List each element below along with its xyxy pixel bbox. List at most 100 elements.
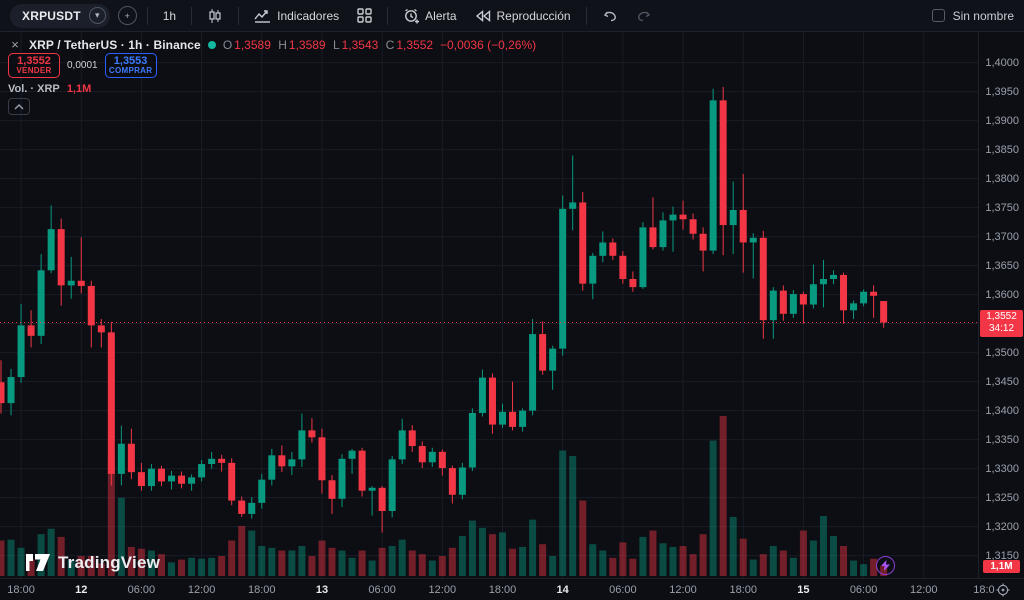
- indicators-button[interactable]: Indicadores: [249, 3, 344, 29]
- candle: [669, 214, 677, 221]
- candle: [157, 468, 165, 482]
- candle: [168, 475, 176, 482]
- save-layout-checkbox[interactable]: [931, 9, 945, 22]
- candle: [67, 280, 75, 286]
- candle: [499, 411, 506, 425]
- candle: [699, 233, 707, 251]
- price-axis-label: 1,3350: [985, 433, 1019, 446]
- alert-button[interactable]: Alerta: [398, 3, 461, 29]
- volume-bar: [348, 557, 356, 576]
- collapse-legend-button[interactable]: [8, 98, 30, 115]
- legend-symbol-title[interactable]: XRP / TetherUS · 1h · Binance: [29, 37, 201, 52]
- price-axis-label: 1,3900: [985, 114, 1019, 127]
- price-axis-label: 1,3800: [985, 172, 1019, 185]
- candle: [127, 443, 135, 473]
- volume-bar: [789, 557, 797, 576]
- candlestick-chart[interactable]: [0, 32, 978, 578]
- candle: [97, 325, 105, 333]
- candle: [488, 377, 496, 425]
- volume-bar: [599, 550, 607, 576]
- quick-trade-lightning-icon[interactable]: [876, 556, 895, 575]
- undo-button[interactable]: [597, 3, 623, 29]
- volume-bar: [519, 546, 527, 576]
- volume-bar: [318, 540, 326, 576]
- volume-bar: [478, 527, 486, 576]
- candle: [509, 411, 517, 427]
- volume-bar: [619, 542, 627, 576]
- candle: [258, 479, 266, 503]
- candle: [819, 279, 827, 285]
- symbol-search-button[interactable]: XRPUSDT ▾: [10, 3, 110, 28]
- sell-button[interactable]: 1,3552 VENDER: [8, 53, 60, 78]
- price-axis-label: 1,4000: [985, 56, 1019, 69]
- chart-pane[interactable]: × XRP / TetherUS · 1h · Binance O 1,3589 …: [0, 32, 978, 578]
- candle: [198, 464, 206, 478]
- candle: [378, 487, 386, 511]
- candle: [519, 410, 527, 427]
- volume-bar: [238, 526, 246, 576]
- candle: [107, 332, 115, 474]
- volume-bar: [529, 519, 537, 576]
- volume-bar: [218, 556, 226, 576]
- price-axis-label: 1,3150: [985, 549, 1019, 562]
- interval-button[interactable]: 1h: [162, 8, 177, 23]
- grid-layout-icon: [357, 8, 372, 23]
- time-axis-label: 18:00: [729, 584, 757, 596]
- replay-button[interactable]: Reproducción: [470, 3, 576, 29]
- volume-bar: [689, 554, 697, 576]
- volume-bar: [7, 539, 15, 576]
- candle: [308, 430, 316, 438]
- candle: [7, 377, 15, 404]
- volume-bar: [448, 547, 456, 576]
- candle: [549, 348, 557, 371]
- market-status-dot: [207, 40, 216, 49]
- candle: [218, 458, 226, 463]
- volume-bar: [870, 558, 878, 576]
- candle: [318, 437, 326, 481]
- candle: [769, 290, 777, 321]
- time-axis-label: 06:00: [609, 584, 637, 596]
- volume-bar: [388, 546, 396, 576]
- close-icon[interactable]: ×: [11, 37, 19, 52]
- rewind-icon: [475, 9, 491, 22]
- candle: [559, 208, 567, 349]
- buy-button[interactable]: 1,3553 COMPRAR: [104, 53, 157, 78]
- gear-icon[interactable]: [996, 583, 1010, 600]
- volume-bar: [809, 540, 817, 576]
- price-axis[interactable]: 1,3552 34:12 1,1M 1,4000 1,3950 1,3900 1,38…: [978, 32, 1024, 578]
- candle: [659, 220, 667, 248]
- time-axis-label: 18:00: [488, 584, 517, 596]
- candle: [428, 451, 436, 463]
- volume-bar: [699, 534, 707, 576]
- tradingview-logo[interactable]: TradingView: [26, 550, 160, 576]
- volume-bar: [739, 538, 747, 576]
- candle: [398, 430, 406, 460]
- candle: [238, 500, 246, 514]
- candle: [188, 477, 196, 484]
- volume-bar: [458, 536, 466, 576]
- volume-bar: [509, 548, 517, 576]
- candle: [27, 325, 35, 336]
- chart-style-button[interactable]: [202, 3, 228, 29]
- candle: [719, 100, 727, 226]
- candle: [37, 270, 45, 336]
- volume-bar: [669, 546, 677, 576]
- candle: [478, 377, 486, 413]
- candle: [649, 227, 657, 248]
- volume-bar: [769, 546, 777, 576]
- indicator-templates-button[interactable]: [352, 3, 377, 29]
- redo-button[interactable]: [631, 3, 657, 29]
- toolbar-divider: [191, 6, 193, 25]
- candle: [388, 459, 396, 511]
- time-axis[interactable]: 18:00 12 06:00 12:00 18:00 13 06:00 12:00 18:00 1…: [0, 578, 1024, 600]
- volume-bar: [408, 550, 416, 576]
- compare-add-icon[interactable]: +: [117, 6, 137, 25]
- volume-bar: [17, 547, 25, 576]
- price-axis-label: 1,3500: [985, 346, 1019, 359]
- volume-bar: [398, 539, 406, 576]
- switch-symbol-icon[interactable]: ▾: [88, 7, 106, 24]
- candle: [278, 455, 286, 467]
- candle: [569, 202, 577, 209]
- volume-label[interactable]: Vol. · XRP: [8, 83, 60, 95]
- volume-bar: [0, 540, 5, 576]
